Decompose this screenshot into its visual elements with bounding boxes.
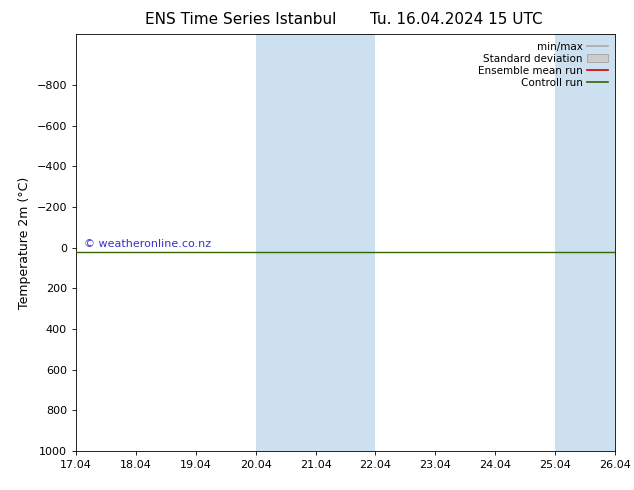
Text: Tu. 16.04.2024 15 UTC: Tu. 16.04.2024 15 UTC [370,12,543,27]
Bar [555,34,615,451]
Bar [256,34,375,451]
Text: © weatheronline.co.nz: © weatheronline.co.nz [84,239,211,249]
Text: ENS Time Series Istanbul: ENS Time Series Istanbul [145,12,337,27]
Legend: min/max, Standard deviation, Ensemble mean run, Controll run: min/max, Standard deviation, Ensemble me… [476,40,610,90]
Y-axis label: Temperature 2m (°C): Temperature 2m (°C) [18,176,31,309]
